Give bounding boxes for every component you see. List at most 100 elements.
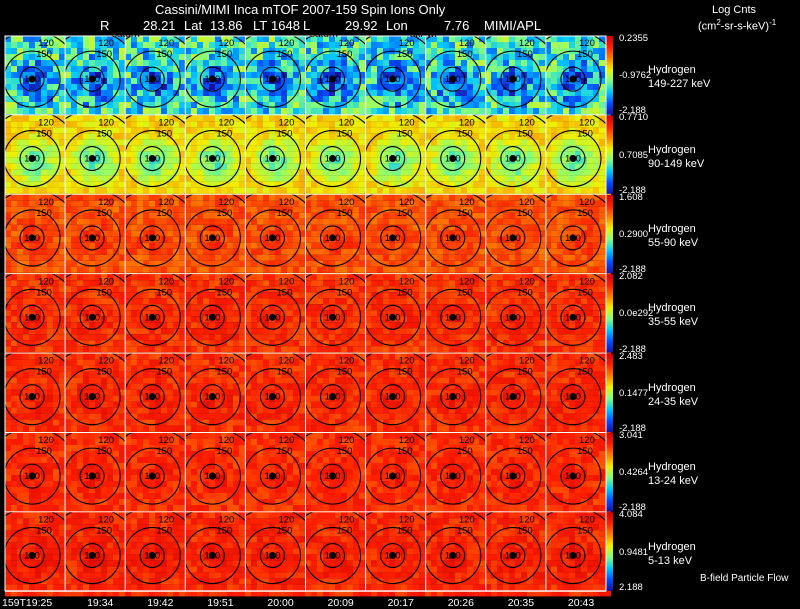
heatmap-cell [395, 84, 401, 90]
heatmap-cell [161, 36, 167, 42]
heatmap-cell [569, 115, 575, 122]
heatmap-cell [413, 78, 419, 84]
contour-line [319, 145, 346, 172]
heatmap-cell [299, 42, 305, 48]
heatmap-cell [329, 254, 335, 261]
heatmap-cell [533, 121, 539, 128]
heatmap-cell [365, 139, 371, 146]
heatmap-cell [281, 108, 287, 114]
heatmap-cell [263, 200, 269, 207]
heatmap-cell [569, 163, 575, 170]
heatmap-cell [29, 280, 35, 287]
heatmap-cell [491, 194, 497, 201]
heatmap-cell [119, 298, 125, 305]
contour-line [500, 66, 526, 92]
heatmap-cell [299, 298, 305, 305]
heatmap-cell [497, 274, 503, 281]
heatmap-cell [551, 286, 557, 293]
heatmap-cell [77, 274, 83, 281]
heatmap-cell [443, 175, 449, 182]
saturn-marker [449, 75, 457, 83]
heatmap-cell [353, 127, 359, 134]
heatmap-cell [563, 139, 569, 146]
heatmap-cell [581, 175, 587, 182]
heatmap-cell [575, 48, 581, 54]
heatmap-cell [587, 175, 593, 182]
heatmap-cell [251, 66, 257, 72]
heatmap-cell [179, 133, 185, 140]
heatmap-cell [239, 145, 245, 152]
heatmap-cell [53, 133, 59, 140]
heatmap-cell [155, 163, 161, 170]
heatmap-cell [503, 230, 509, 237]
heatmap-cell [95, 48, 101, 54]
heatmap-cell [479, 36, 485, 42]
heatmap-cell [305, 102, 311, 108]
heatmap-cell [173, 200, 179, 207]
heatmap-cell [509, 181, 515, 188]
heatmap-cell [509, 108, 515, 114]
heatmap-cell [485, 121, 491, 128]
heatmap-cell [521, 242, 527, 249]
heatmap-cell [401, 48, 407, 54]
heatmap-cell [65, 108, 71, 114]
heatmap-cell [545, 139, 551, 146]
contour-label: 180 [445, 233, 461, 244]
heatmap-cell [41, 212, 47, 219]
heatmap-cell [533, 169, 539, 176]
heatmap-cell [533, 266, 539, 273]
heatmap-cell [305, 96, 311, 102]
heatmap-cell [527, 169, 533, 176]
heatmap-cell [467, 163, 473, 170]
heatmap-cell [497, 169, 503, 176]
heatmap-cell [101, 212, 107, 219]
heatmap-cell [323, 212, 329, 219]
heatmap-cell [479, 248, 485, 255]
heatmap-cell [137, 280, 143, 287]
contour-group [65, 115, 126, 194]
heatmap-cell [443, 133, 449, 140]
heatmap-cell [197, 133, 203, 140]
heatmap-cell [431, 42, 437, 48]
heatmap-cell [443, 72, 449, 78]
heatmap-cell [503, 157, 509, 164]
heatmap-cell [23, 236, 29, 243]
heatmap-cell [437, 157, 443, 164]
heatmap-cell [179, 224, 185, 231]
heatmap-cell [77, 266, 83, 273]
heatmap-cell [263, 121, 269, 128]
heatmap-cell [233, 84, 239, 90]
heatmap-cell [257, 298, 263, 305]
contour-group [185, 115, 246, 194]
heatmap-cell [497, 84, 503, 90]
heatmap-cell [35, 218, 41, 225]
heatmap-cell [203, 298, 209, 305]
heatmap-cell [119, 54, 125, 60]
heatmap-cell [89, 42, 95, 48]
heatmap-cell [323, 42, 329, 48]
heatmap-cell [377, 248, 383, 255]
heatmap-cell [113, 242, 119, 249]
heatmap-cell [533, 108, 539, 114]
heatmap-cell [17, 206, 23, 213]
heatmap-cell [287, 145, 293, 152]
heatmap-cell [317, 298, 323, 305]
heatmap-cell [479, 72, 485, 78]
heatmap-cell [419, 163, 425, 170]
heatmap-cell [47, 127, 53, 134]
heatmap-cell [575, 151, 581, 158]
heatmap-cell [125, 54, 131, 60]
heatmap-cell [125, 102, 131, 108]
heatmap-cell [287, 218, 293, 225]
heatmap-cell [275, 72, 281, 78]
heatmap-cell [335, 48, 341, 54]
heatmap-cell [167, 151, 173, 158]
heatmap-cell [11, 230, 17, 237]
heatmap-cell [407, 108, 413, 114]
heatmap-cell [209, 54, 215, 60]
heatmap-cell [335, 298, 341, 305]
heatmap-cell [539, 254, 545, 261]
heatmap-cell [413, 242, 419, 249]
heatmap-cell [503, 133, 509, 140]
heatmap-cell [119, 72, 125, 78]
